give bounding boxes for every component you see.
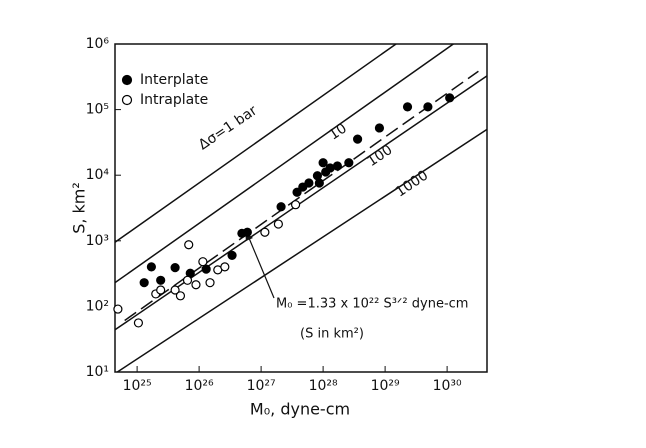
data-point: [205, 278, 215, 288]
y-tick-label: 10²: [86, 298, 109, 314]
y-tick-label: 10⁶: [86, 36, 110, 52]
annotation: (S in km²): [300, 327, 364, 342]
data-point: [290, 200, 301, 210]
reference-line: [114, 43, 454, 284]
data-point: [273, 219, 283, 229]
y-tick-label: 10⁴: [86, 167, 110, 183]
y-axis-label: S, km²: [70, 182, 89, 234]
data-point: [170, 263, 180, 273]
data-point: [344, 158, 354, 168]
data-point: [184, 240, 194, 250]
data-point: [423, 102, 433, 112]
data-point: [304, 178, 314, 188]
data-point: [156, 275, 166, 285]
data-point: [314, 178, 324, 188]
data-point: [402, 102, 413, 112]
data-point: [227, 250, 237, 260]
data-point: [332, 161, 342, 171]
data-point: [146, 262, 156, 272]
reference-line: [114, 43, 397, 243]
y-tick-label: 10³: [86, 233, 109, 249]
data-point: [139, 278, 149, 288]
data-point: [156, 285, 166, 295]
y-tick-label: 10⁵: [86, 102, 109, 118]
legend-label: Intraplate: [140, 92, 208, 108]
legend-label: Interplate: [140, 72, 208, 88]
data-point: [374, 123, 385, 133]
y-tick-label: 10¹: [86, 364, 109, 380]
data-point: [242, 227, 252, 237]
line-label: 1000: [393, 167, 431, 200]
annotation-arrow: [248, 237, 275, 299]
data-point: [276, 202, 286, 212]
data-point: [133, 318, 144, 328]
x-tick-label: 10²⁸: [309, 378, 338, 394]
data-point: [201, 264, 211, 274]
legend-marker: [121, 94, 133, 106]
x-tick-label: 10²⁶: [185, 378, 214, 394]
data-point: [352, 134, 363, 144]
legend-marker: [121, 74, 133, 86]
x-tick-label: 10²⁷: [247, 378, 276, 394]
data-point: [220, 262, 230, 272]
x-tick-label: 10²⁹: [371, 378, 400, 394]
x-axis-label: M₀, dyne-cm: [250, 400, 350, 419]
data-point: [175, 291, 186, 301]
plot-frame: [114, 43, 488, 373]
annotation: M₀ =1.33 x 10²² S³ᐟ² dyne-cm: [276, 297, 468, 312]
data-point: [191, 280, 201, 290]
x-tick-label: 10²⁵: [123, 378, 152, 394]
data-point: [113, 304, 123, 314]
data-point: [260, 227, 270, 237]
data-point: [292, 187, 302, 197]
data-point: [198, 257, 208, 267]
line-label: 100: [364, 142, 395, 170]
data-point: [318, 158, 328, 168]
line-label: 10: [326, 120, 350, 143]
reference-line: [116, 128, 488, 373]
data-point: [182, 275, 193, 285]
data-point: [170, 285, 180, 295]
data-point: [445, 93, 455, 103]
x-tick-label: 10³⁰: [433, 378, 462, 394]
